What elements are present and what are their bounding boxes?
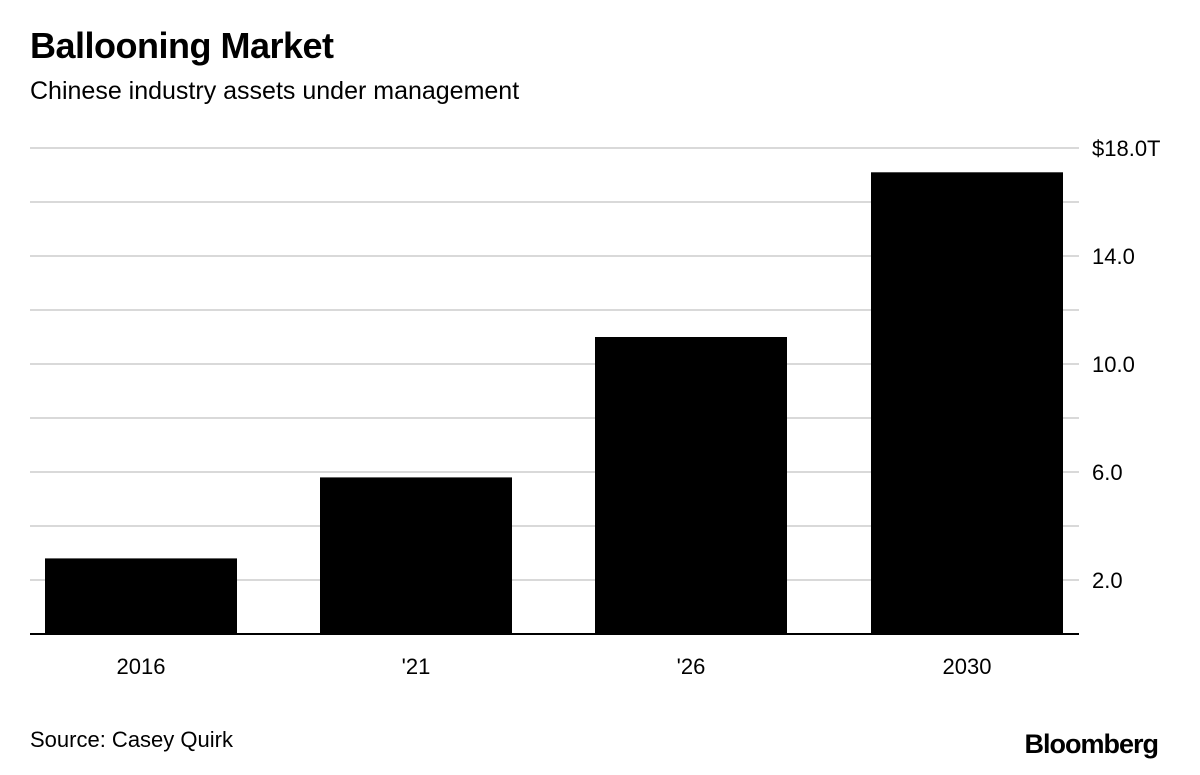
y-tick-label: 14.0 (1092, 244, 1135, 269)
chart-subtitle: Chinese industry assets under management (30, 77, 520, 105)
bar-1 (320, 477, 512, 634)
y-tick-label: $18.0T (1092, 136, 1161, 161)
x-axis-tick-labels: 2016 '21 '26 2030 (117, 654, 992, 679)
bloomberg-logo: Bloomberg (1024, 729, 1159, 759)
y-tick-label: 6.0 (1092, 460, 1123, 485)
bar-0 (45, 558, 237, 634)
x-tick-label: '26 (677, 654, 706, 679)
y-tick-label: 2.0 (1092, 568, 1123, 593)
x-tick-label: 2030 (943, 654, 992, 679)
x-tick-label: 2016 (117, 654, 166, 679)
x-tick-label: '21 (402, 654, 431, 679)
bar-2 (595, 337, 787, 634)
bars (45, 172, 1063, 635)
bar-3 (871, 172, 1063, 635)
y-tick-label: 10.0 (1092, 352, 1135, 377)
gridlines (30, 147, 1079, 581)
source-note: Source: Casey Quirk (30, 727, 233, 752)
chart-title: Ballooning Market (30, 25, 334, 66)
y-axis-tick-labels: 2.0 6.0 10.0 14.0 $18.0T (1092, 136, 1161, 593)
